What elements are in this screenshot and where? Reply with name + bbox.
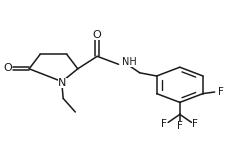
Text: F: F [177,121,183,131]
Text: O: O [3,63,12,73]
Text: O: O [93,30,102,40]
Text: N: N [58,78,67,88]
Text: F: F [161,119,167,129]
Text: NH: NH [122,57,137,67]
Text: F: F [218,87,224,97]
Text: F: F [192,119,198,129]
